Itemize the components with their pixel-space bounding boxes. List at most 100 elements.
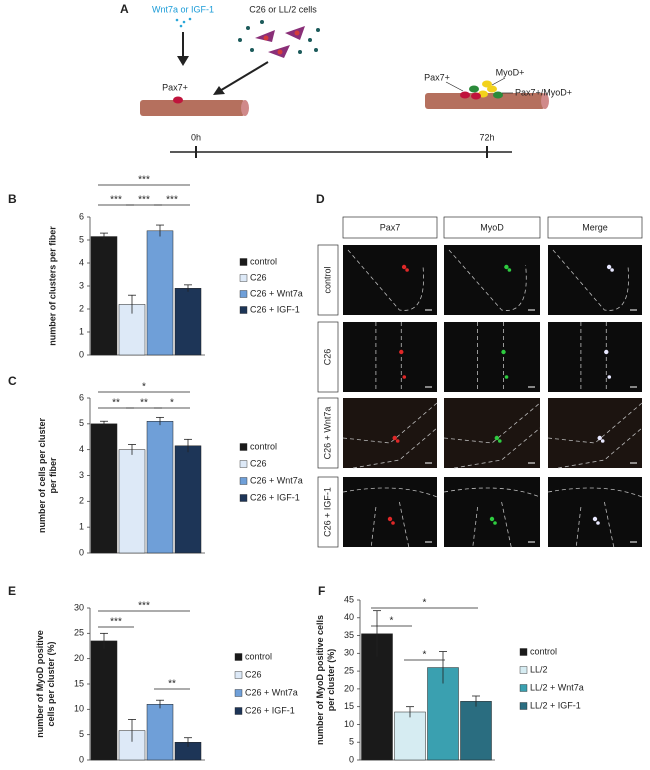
- row-header: C26: [322, 349, 332, 366]
- legend-swatch: [519, 702, 528, 710]
- micrograph: [548, 322, 642, 392]
- legend-swatch: [234, 689, 243, 697]
- micrograph: [343, 322, 437, 392]
- y-tick-label: 3: [79, 470, 84, 480]
- micrograph: [548, 398, 642, 468]
- y-tick-label: 15: [74, 678, 84, 688]
- arrow-head: [177, 56, 189, 66]
- fiber-outline: [342, 487, 438, 548]
- y-tick-label: 30: [74, 602, 84, 612]
- micrograph: [343, 477, 437, 547]
- micrograph: [548, 477, 642, 547]
- nucleus: [493, 521, 497, 525]
- micrograph: [444, 245, 540, 315]
- legend-label: control: [250, 441, 277, 451]
- nucleus: [489, 516, 495, 522]
- fiber-outline: [443, 402, 541, 469]
- panel-label: D: [316, 192, 325, 206]
- significance-label: *: [170, 398, 174, 409]
- nucleus: [610, 268, 614, 272]
- arrow-head: [213, 86, 225, 95]
- significance-label: ***: [138, 195, 150, 206]
- treatment-label: Wnt7a or IGF-1: [152, 4, 214, 14]
- panel-label: C: [8, 374, 17, 388]
- y-axis-label: cells per cluster (%): [46, 641, 56, 726]
- column-header: Pax7: [380, 222, 401, 232]
- nucleus: [395, 439, 400, 443]
- nucleus: [402, 375, 407, 379]
- bar: [90, 640, 118, 761]
- row-header-box: [317, 321, 339, 393]
- fiber-end: [541, 93, 549, 109]
- nucleus: [494, 435, 499, 441]
- legend-swatch: [239, 274, 248, 282]
- legend-label: control: [245, 651, 272, 661]
- y-tick-label: 1: [79, 522, 84, 532]
- nucleus: [597, 435, 602, 441]
- legend-label: LL/2 + IGF-1: [530, 700, 581, 710]
- pax7-label: Pax7+: [424, 72, 450, 82]
- y-tick-label: 0: [79, 349, 84, 359]
- nucleus: [604, 349, 609, 355]
- legend-swatch: [234, 707, 243, 715]
- legend-swatch: [239, 443, 248, 451]
- panel-label: B: [8, 192, 17, 206]
- nucleus: [596, 521, 600, 525]
- significance-label: ***: [110, 617, 122, 628]
- row-header: C26 + Wnt7a: [322, 407, 332, 460]
- legend-swatch: [239, 460, 248, 468]
- y-tick-label: 10: [74, 704, 84, 714]
- y-tick-label: 1: [79, 326, 84, 336]
- nucleus: [405, 268, 409, 272]
- fiber-end: [241, 100, 249, 116]
- tumor-cells: [238, 20, 320, 58]
- significance-label: **: [140, 398, 148, 409]
- nucleus: [391, 521, 395, 525]
- fiber-outline: [552, 249, 629, 311]
- column-header-box: [443, 216, 541, 239]
- legend-label: C26: [250, 272, 267, 282]
- bar: [460, 701, 492, 761]
- satellite-cell: [173, 96, 183, 104]
- cell-cluster: [460, 80, 503, 100]
- y-tick-label: 0: [79, 547, 84, 557]
- y-tick-label: 20: [74, 653, 84, 663]
- legend-swatch: [519, 666, 528, 674]
- legend-swatch: [239, 494, 248, 502]
- column-header-box: [342, 216, 438, 239]
- nucleus: [504, 375, 509, 379]
- legend-label: C26 + IGF-1: [250, 304, 300, 314]
- significance-label: *: [423, 650, 427, 661]
- significance-label: ***: [110, 195, 122, 206]
- fiber-outline: [443, 487, 541, 548]
- panel-label: F: [318, 584, 325, 598]
- y-tick-label: 4: [79, 257, 84, 267]
- nucleus: [498, 439, 502, 443]
- nucleus: [607, 375, 612, 379]
- arrow: [217, 61, 269, 93]
- nucleus: [507, 268, 512, 272]
- legend-swatch: [239, 290, 248, 298]
- significance-label: ***: [138, 601, 150, 612]
- nucleus: [392, 435, 397, 441]
- bar: [90, 236, 118, 356]
- significance-label: **: [112, 398, 120, 409]
- significance-label: *: [142, 382, 146, 393]
- cells-label: C26 or LL/2 cells: [249, 4, 317, 14]
- drops: [175, 17, 192, 28]
- bar: [174, 445, 202, 554]
- y-tick-label: 5: [79, 729, 84, 739]
- micrograph: [444, 322, 540, 392]
- y-tick-label: 40: [344, 612, 354, 622]
- significance-label: **: [168, 679, 176, 690]
- legend-swatch: [519, 648, 528, 656]
- fiber-outline: [375, 322, 402, 392]
- fiber-outline: [342, 402, 438, 469]
- row-header-box: [317, 397, 339, 469]
- bar: [146, 421, 174, 554]
- y-tick-label: 25: [74, 628, 84, 638]
- legend-swatch: [239, 306, 248, 314]
- y-tick-label: 3: [79, 280, 84, 290]
- y-tick-label: 6: [79, 392, 84, 402]
- legend-label: C26 + Wnt7a: [245, 687, 298, 697]
